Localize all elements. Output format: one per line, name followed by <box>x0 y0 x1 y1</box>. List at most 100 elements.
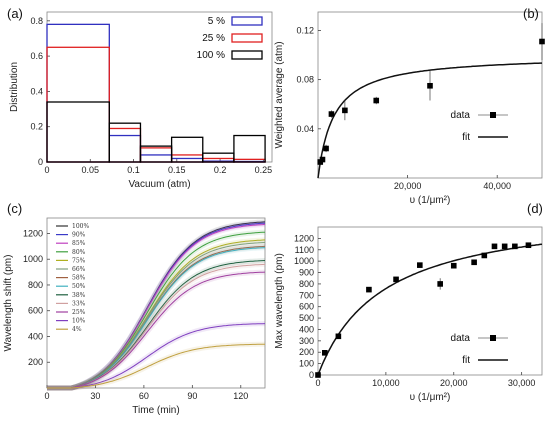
bar <box>108 134 142 163</box>
legend-swatch <box>231 16 263 26</box>
legend: 100% 90%85% 80%75% 66% 58%50% 38%33% 25% 10%4% <box>56 223 89 333</box>
panel-b: (b) 20,000 40,000 0.04 0.08 0.12 υ (1/μm²) Weig… <box>274 6 545 206</box>
data-point <box>481 252 488 259</box>
bar <box>233 134 266 163</box>
panel-label: (a) <box>7 6 23 21</box>
legend-label: 85% <box>72 240 86 247</box>
fit-curve <box>317 62 542 179</box>
data-point <box>512 243 518 250</box>
legend-swatch <box>231 33 263 43</box>
bar <box>108 122 142 163</box>
x-tick-label: 10,000 <box>372 378 400 388</box>
data-point <box>525 242 532 249</box>
series-100 <box>46 101 266 163</box>
legend-label: 4% <box>72 326 82 333</box>
panel-a: (a) 0 0.05 0.1 0.15 0.2 0.25 0 0.2 0.4 0.6 0.8 Vacuu… <box>7 6 273 190</box>
legend-label: 75% <box>72 257 86 264</box>
x-tick-label: 30 <box>90 391 100 401</box>
x-tick-label: 90 <box>187 391 197 401</box>
bar <box>46 46 110 163</box>
data-points <box>315 242 532 378</box>
y-tick-label: 500 <box>299 313 314 323</box>
y-tick-label: 600 <box>28 306 43 316</box>
y-tick-label: 900 <box>299 268 314 278</box>
x-axis-label: Vacuum (atm) <box>128 179 190 190</box>
y-tick-label: 300 <box>299 336 314 346</box>
y-tick-label: 800 <box>299 279 314 289</box>
x-tick-label: 0.1 <box>127 165 140 175</box>
x-tick-label: 0 <box>44 165 49 175</box>
plot-frame <box>46 217 266 389</box>
y-tick-label: 0 <box>309 370 314 380</box>
y-tick-label: 200 <box>28 357 43 367</box>
y-tick-label: 800 <box>28 280 43 290</box>
x-tick-label: 120 <box>233 391 248 401</box>
legend-label: 25 % <box>202 33 225 44</box>
x-tick-label: 0.15 <box>168 165 186 175</box>
y-tick-label: 0.4 <box>30 86 43 96</box>
y-tick-label: 0.04 <box>296 124 314 134</box>
legend-label: data <box>451 110 471 121</box>
data-point <box>315 372 321 378</box>
bar <box>108 127 142 163</box>
data-point <box>319 156 326 163</box>
x-axis-label: Time (min) <box>132 405 179 416</box>
y-tick-label: 700 <box>299 290 314 300</box>
bar <box>46 101 110 163</box>
series-line <box>47 271 266 389</box>
bar <box>139 154 173 163</box>
legend-label: 50% <box>72 283 86 290</box>
legend: data fit <box>451 110 508 143</box>
data-point <box>471 259 477 266</box>
data-point <box>450 262 457 269</box>
data-point <box>321 350 328 356</box>
series-line <box>47 323 266 389</box>
panel-label: (d) <box>527 201 543 216</box>
data-point <box>417 262 423 268</box>
data-point <box>323 145 329 152</box>
legend-label: 58% <box>72 275 86 282</box>
legend: 5 % 25 % 100 % <box>197 16 263 61</box>
data-point <box>393 276 399 283</box>
data-points <box>317 23 545 165</box>
y-tick-label: 400 <box>299 324 314 334</box>
legend-label: 10% <box>72 318 86 325</box>
x-tick-label: 20,000 <box>394 181 422 191</box>
legend-label: fit <box>462 132 470 143</box>
legend-marker <box>490 112 496 118</box>
legend-swatch <box>231 50 263 60</box>
panel-label: (c) <box>7 201 22 216</box>
y-axis-label: Wavelength shift (pm) <box>3 255 14 352</box>
y-tick-label: 0.12 <box>296 25 314 35</box>
y-tick-label: 1200 <box>294 233 314 243</box>
data-point <box>491 243 498 250</box>
x-tick-label: 0.25 <box>255 165 273 175</box>
y-tick-label: 1000 <box>294 256 314 266</box>
x-tick-label: 0.2 <box>214 165 227 175</box>
series-5 <box>46 23 266 163</box>
y-axis-label: Distribution <box>9 62 20 112</box>
plot-frame <box>317 11 543 179</box>
series-25 <box>46 46 266 163</box>
data-point <box>328 111 335 117</box>
y-axis-label: Weighted average (atm) <box>274 41 285 148</box>
y-tick-label: 0.08 <box>296 75 314 85</box>
series-band <box>47 321 266 391</box>
y-tick-label: 600 <box>299 302 314 312</box>
y-tick-label: 0.2 <box>30 122 43 132</box>
x-axis-label: υ (1/μm²) <box>410 392 451 403</box>
x-tick-label: 60 <box>139 391 149 401</box>
data-point <box>342 107 348 114</box>
legend-marker <box>490 335 496 341</box>
y-tick-label: 0 <box>38 157 43 167</box>
data-point <box>427 82 433 89</box>
x-tick-label: 30,000 <box>508 378 536 388</box>
data-point <box>373 97 380 104</box>
legend-label: 80% <box>72 249 86 256</box>
data-point <box>437 281 443 287</box>
legend-label: 100% <box>72 223 89 230</box>
bar <box>170 136 204 163</box>
bar <box>46 23 110 163</box>
